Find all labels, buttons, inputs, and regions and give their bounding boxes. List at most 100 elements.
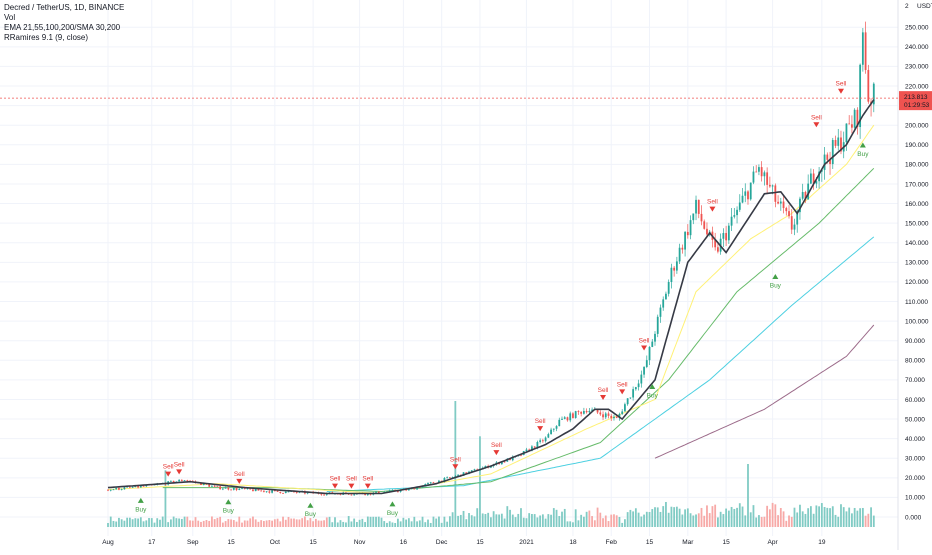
price-axis-currency: USDT [917,3,932,10]
candle-body [673,267,676,271]
volume-bar [509,509,511,527]
volume-bar [219,516,222,527]
volume-bar [520,508,522,527]
candle-body [815,181,818,184]
buy-label: Buy [223,508,235,515]
buy-label: Buy [770,282,782,289]
volume-bar [774,504,777,527]
candle-body [107,489,109,491]
volume-bar [738,503,741,527]
volume-bar [490,517,492,527]
candle-body [443,478,446,482]
volume-bar [766,505,769,527]
sell-marker [537,426,544,432]
candle-body [416,487,418,490]
candle-body [744,191,747,196]
volume-bar [541,514,544,527]
volume-bar [498,514,501,527]
candle-body [241,488,243,490]
volume-bar [681,514,684,527]
volume-bar [667,512,670,527]
candle-body [566,417,569,421]
volume-bar [790,516,793,527]
candle-body [714,239,717,248]
candle-body [172,480,175,483]
volume-bar [107,522,109,527]
volume-bar [301,518,304,527]
time-label: 15 [646,539,654,546]
candle-body [730,216,733,226]
volume-bar [391,522,394,527]
volume-bar [484,513,487,527]
volume-bar [183,516,186,527]
candle-body [864,32,867,70]
legend-rramires[interactable]: RRamires 9.1 (9, close) [4,33,89,42]
volume-bar [416,521,418,527]
candle-body [531,446,533,451]
volume-bar [550,514,552,527]
volume-bar [851,513,853,527]
volume-bar [686,508,689,527]
legend-vol[interactable]: Vol [4,13,16,22]
candle-body [665,293,667,300]
sell-marker [165,471,172,477]
volume-bar [394,522,397,527]
volume-bar [588,510,591,527]
candle-body [235,487,238,490]
volume-bar [856,510,859,527]
volume-bar [170,519,172,527]
sell-label: Sell [836,81,847,88]
candle-body [706,228,708,235]
candle-body [284,491,287,494]
candle-body [777,201,779,204]
sell-marker [837,88,844,94]
candle-body [818,171,820,182]
ema200-line [654,324,875,459]
candle-body [867,69,870,102]
volume-bar [290,518,293,527]
volume-bar [145,520,148,527]
candle-body [230,489,232,491]
volume-bar [194,517,197,527]
volume-bar [624,519,626,527]
candle-body [208,484,211,487]
legend-symbol[interactable]: Decred / TetherUS, 1D, BINANCE [4,3,125,12]
candle-body [602,414,604,418]
volume-bar [468,513,470,527]
candle-body [500,461,503,465]
legend-ema[interactable]: EMA 21,55,100,200/SMA 30,200 [4,23,121,32]
volume-bar [364,522,366,527]
volume-bar [492,511,495,527]
last-price-tag[interactable] [899,91,932,111]
volume-bar [820,503,823,527]
time-label: Mar [682,539,694,546]
candle-body [473,469,476,471]
volume-bar [139,517,142,527]
candle-body [265,491,268,493]
volume-bar [191,520,194,527]
volume-bar [793,507,796,527]
candle-body [572,413,574,418]
candle-body [577,411,580,412]
rramires-line [107,99,875,495]
candle-body [662,299,665,308]
volume-bar [429,522,432,527]
time-label: Oct [270,539,280,546]
volume-bar [872,515,875,527]
volume-bar [180,518,183,527]
volume-bar [697,513,700,527]
candle-body [681,247,684,250]
volume-bar [388,521,391,527]
volume-bar [689,513,692,527]
candle-body [511,456,514,461]
volume-bar [528,513,531,527]
volume-bar [164,470,167,527]
candle-body [238,488,241,490]
candle-body [796,212,799,225]
volume-bar [150,518,153,527]
candle-body [118,487,120,490]
candle-body [643,366,645,375]
sell-marker [348,483,355,489]
